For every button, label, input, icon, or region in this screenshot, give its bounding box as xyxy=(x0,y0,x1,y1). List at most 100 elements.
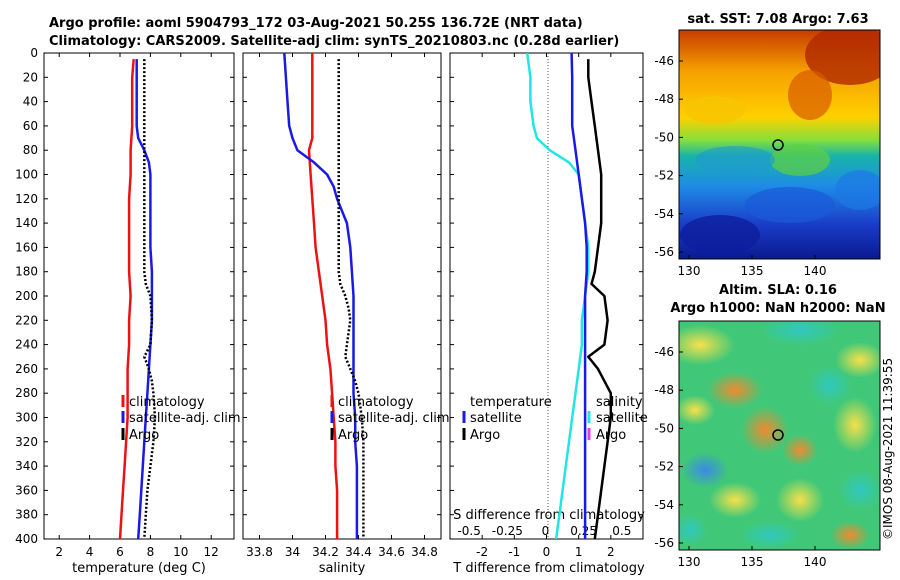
depth-tick-label: 320 xyxy=(15,435,38,449)
argo-location-marker-sla xyxy=(772,429,784,441)
map-x-tick-label: 135 xyxy=(741,555,764,569)
depth-tick-label: 0 xyxy=(30,46,38,60)
x-tick-label: 4 xyxy=(86,545,94,559)
map-x-tick-label: 130 xyxy=(678,264,701,278)
salinity-panel xyxy=(242,52,442,540)
x-tick-label: 34.6 xyxy=(378,545,405,559)
s-diff-tick-label: 0.25 xyxy=(570,524,597,538)
difference-legend: temperature satellite Argo salinity sate… xyxy=(462,395,648,443)
x-tick-label: 0 xyxy=(543,545,551,559)
legend-satellite: satellite-adj. clim xyxy=(129,411,241,426)
legend-temperature: temperature xyxy=(470,395,552,410)
depth-tick-label: 400 xyxy=(15,532,38,546)
s-diff-tick-label: -0.5 xyxy=(457,524,480,538)
difference-axes: -2 -1 0 1 2 xyxy=(476,53,615,559)
sla-map xyxy=(679,321,880,550)
x-tick-label: -2 xyxy=(476,545,488,559)
temperature-xlabel: temperature (deg C) xyxy=(72,561,206,576)
map-x-tick-label: 140 xyxy=(804,555,827,569)
sst-map xyxy=(679,30,880,259)
x-tick-label: 12 xyxy=(204,545,219,559)
depth-tick-label: 260 xyxy=(15,362,38,376)
series-line-argo xyxy=(337,59,365,539)
depth-axis: 0 20 40 60 80 100 120 140 160 180 200 220 240 260 280 3… xyxy=(15,46,643,546)
temperature-legend: climatology satellite-adj. clim Argo xyxy=(121,395,241,443)
legend-salinity: salinity xyxy=(596,395,643,410)
depth-tick-label: 100 xyxy=(15,168,38,182)
x-tick-label: 2 xyxy=(607,545,615,559)
map-x-tick-label: 140 xyxy=(804,264,827,278)
depth-tick-label: 40 xyxy=(23,95,38,109)
map-y-tick-label: -52 xyxy=(654,169,674,183)
sst-map-axes: -46 -48 -50 -52 -54 -56 130 135 140 xyxy=(654,54,826,278)
x-tick-label: 34 xyxy=(285,545,300,559)
figure-title-line1: Argo profile: aoml 5904793_172 03-Aug-20… xyxy=(49,16,583,31)
depth-tick-label: 160 xyxy=(15,240,38,254)
salinity-series xyxy=(283,52,365,539)
series-line-climatology xyxy=(307,53,339,539)
map-y-tick-label: -50 xyxy=(654,130,674,144)
legend-argo: Argo xyxy=(129,428,159,443)
difference-panel xyxy=(449,52,644,540)
sla-map-title: Altim. SLA: 0.16 xyxy=(719,283,837,298)
depth-tick-label: 280 xyxy=(15,386,38,400)
sdiff-tick-labels: -0.5 -0.25 0 0.25 0.5 xyxy=(457,524,631,538)
s-diff-tick-label: 0.5 xyxy=(612,524,631,538)
depth-tick-label: 120 xyxy=(15,192,38,206)
legend-argo: Argo xyxy=(338,428,368,443)
x-tick-label: 34.2 xyxy=(312,545,339,559)
x-tick-label: 2 xyxy=(55,545,63,559)
map-x-tick-label: 130 xyxy=(678,555,701,569)
depth-tick-label: 180 xyxy=(15,265,38,279)
s-diff-tick-label: 0 xyxy=(542,524,550,538)
map-y-tick-label: -56 xyxy=(654,536,674,550)
legend-climatology: climatology xyxy=(129,395,205,410)
map-y-tick-label: -54 xyxy=(654,498,674,512)
x-tick-label: 10 xyxy=(173,545,188,559)
argo-location-marker xyxy=(772,139,784,151)
x-tick-label: 8 xyxy=(147,545,155,559)
depth-tick-label: 240 xyxy=(15,338,38,352)
depth-tick-label: 360 xyxy=(15,483,38,497)
map-y-tick-label: -56 xyxy=(654,245,674,259)
figure-title-line2: Climatology: CARS2009. Satellite-adj cli… xyxy=(49,34,619,49)
x-tick-label: 1 xyxy=(575,545,583,559)
sla-map-axes: -46 -48 -50 -52 -54 -56 130 135 140 xyxy=(654,345,826,569)
sla-map-subtitle: Argo h1000: NaN h2000: NaN xyxy=(670,301,885,316)
depth-tick-label: 140 xyxy=(15,216,38,230)
temperature-series xyxy=(118,58,157,540)
series-line-t-satellite xyxy=(525,52,590,540)
difference-series xyxy=(525,52,613,540)
x-tick-label: 34.8 xyxy=(411,545,438,559)
legend-s-argo: Argo xyxy=(596,428,626,443)
temperature-axes: 2 4 6 8 10 12 xyxy=(55,53,219,559)
depth-tick-label: 380 xyxy=(15,508,38,522)
map-x-tick-label: 135 xyxy=(741,264,764,278)
map-y-tick-label: -54 xyxy=(654,207,674,221)
salinity-legend: climatology satellite-adj. clim Argo xyxy=(330,395,450,443)
imos-credit: ©IMOS 08-Aug-2021 11:39:55 xyxy=(881,358,895,540)
x-tick-label: 34.4 xyxy=(345,545,372,559)
salinity-xlabel: salinity xyxy=(319,561,366,576)
depth-tick-label: 220 xyxy=(15,313,38,327)
series-line-climatology xyxy=(118,58,135,540)
x-tick-label: -1 xyxy=(508,545,520,559)
series-line-s-satellite xyxy=(570,52,588,539)
x-tick-label: 33.8 xyxy=(246,545,273,559)
series-line-satellite-adj-clim xyxy=(135,59,154,540)
map-y-tick-label: -48 xyxy=(654,92,674,106)
x-tick-label: 6 xyxy=(116,545,124,559)
depth-tick-label: 20 xyxy=(23,70,38,84)
map-y-tick-label: -46 xyxy=(654,345,674,359)
legend-s-satellite: satellite xyxy=(596,411,648,426)
depth-tick-label: 60 xyxy=(23,119,38,133)
map-y-tick-label: -52 xyxy=(654,460,674,474)
depth-tick-label: 340 xyxy=(15,459,38,473)
depth-tick-label: 300 xyxy=(15,411,38,425)
tdiff-xlabel: T difference from climatology xyxy=(452,561,645,576)
series-line-argo xyxy=(143,59,157,540)
sdiff-xlabel: S difference from climatology xyxy=(453,508,645,523)
series-line-satellite-adj-clim xyxy=(283,52,359,539)
map-y-tick-label: -48 xyxy=(654,383,674,397)
